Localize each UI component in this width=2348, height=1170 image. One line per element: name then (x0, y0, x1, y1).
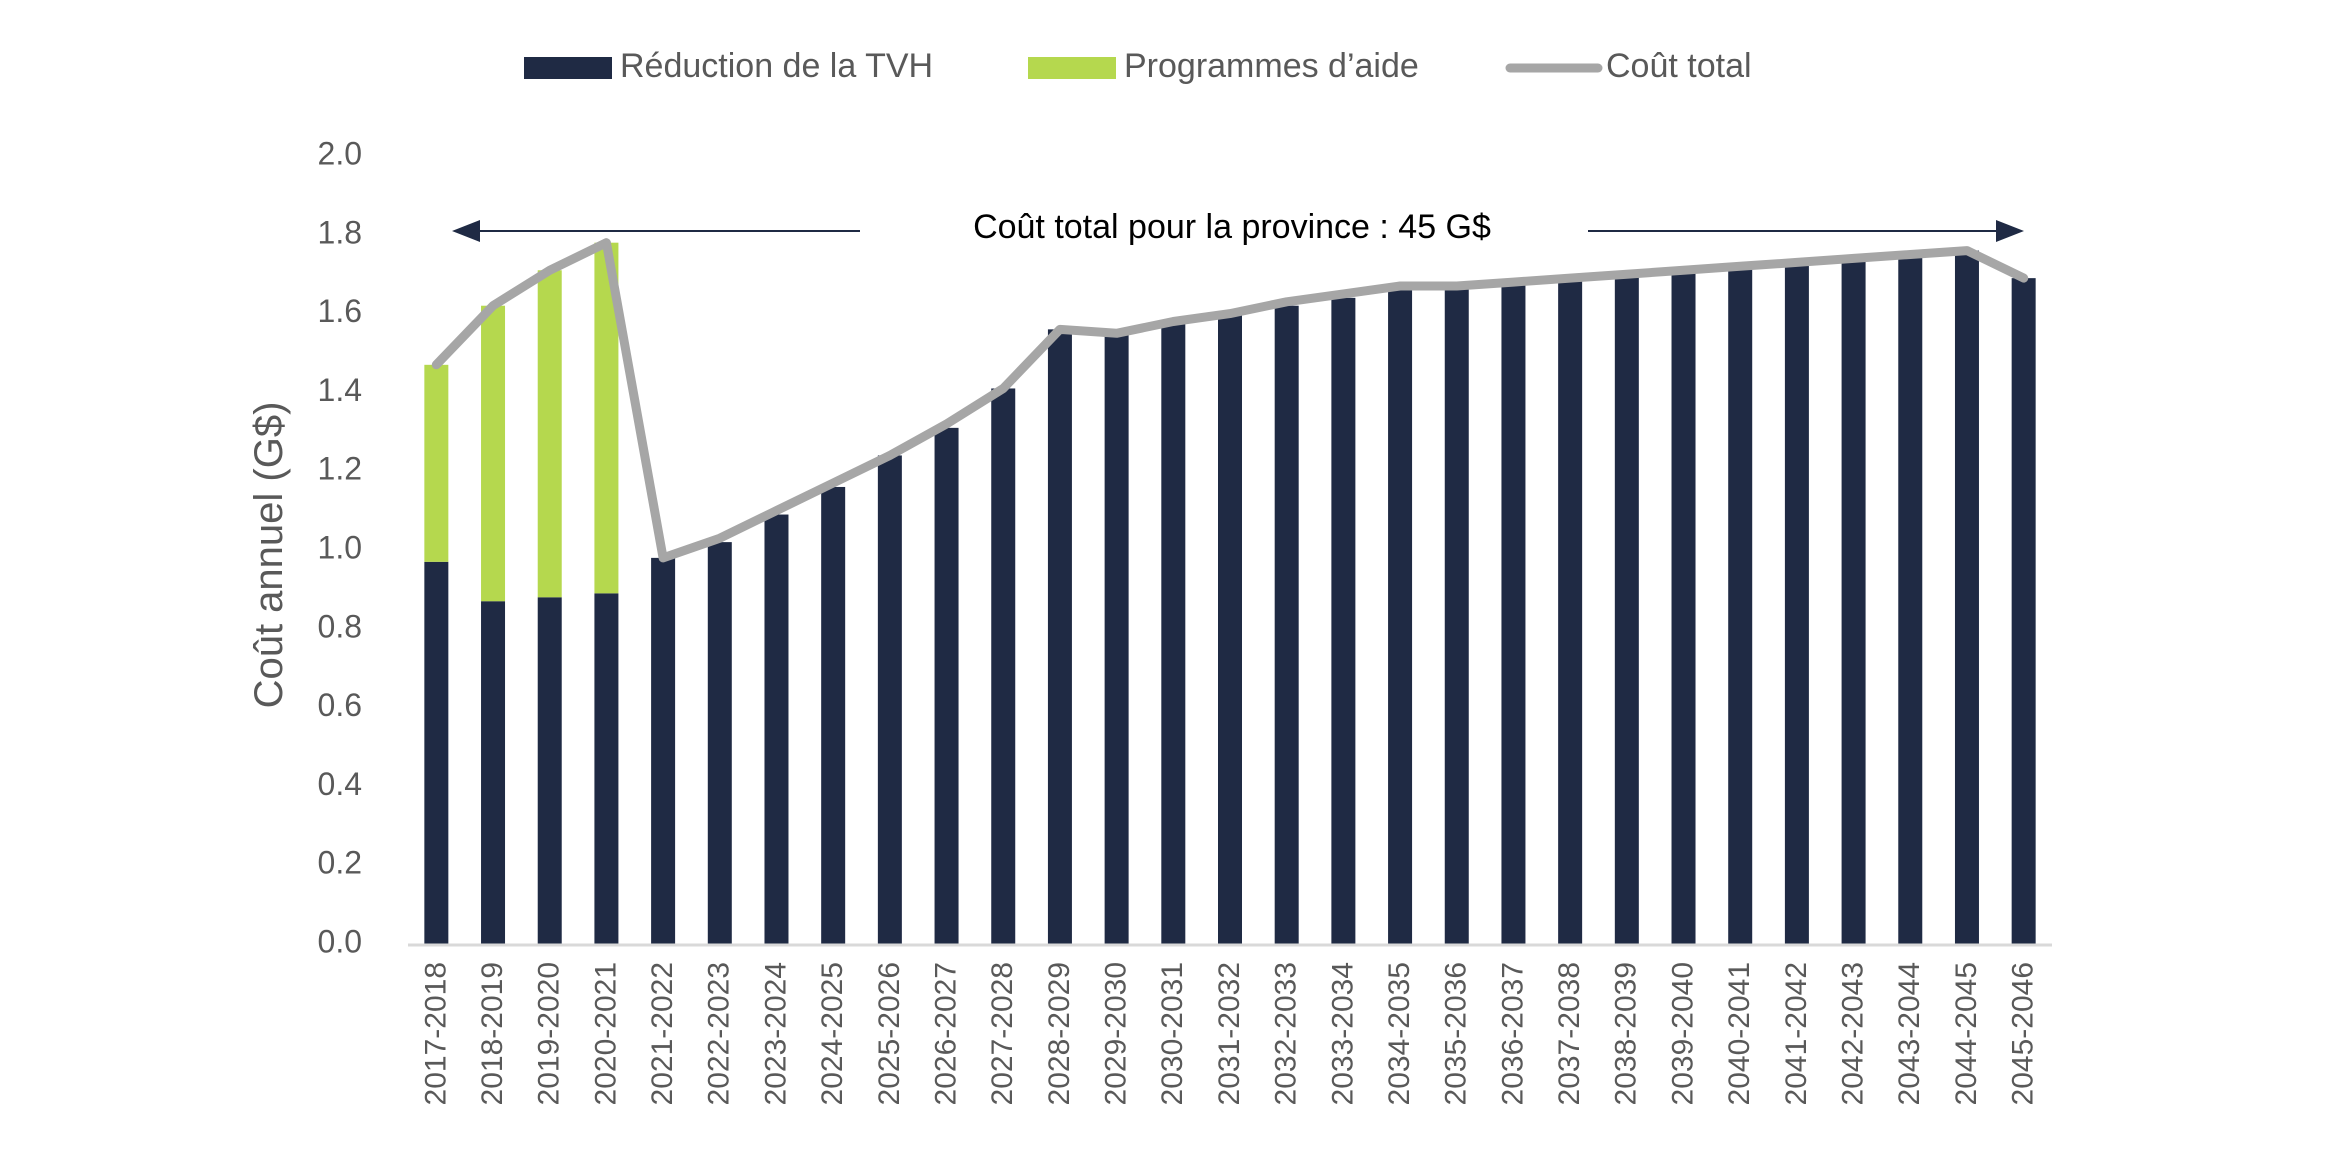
y-axis-ticks: 0.0 0.2 0.4 0.6 0.8 1.0 1.2 1.4 1.6 1.8 2.0 (318, 135, 362, 959)
bar-reduction-tvh (1728, 266, 1753, 944)
y-tick-label: 1.8 (318, 214, 362, 250)
legend-swatch (524, 57, 612, 79)
legend-label: Coût total (1606, 47, 1752, 85)
bar-programmes-aide (424, 364, 449, 562)
x-tick-label: 2033-2034 (1326, 962, 1359, 1105)
bar-reduction-tvh (651, 557, 676, 944)
x-tick-label: 2022-2023 (703, 962, 736, 1105)
y-tick-label: 0.0 (318, 923, 362, 959)
legend: Réduction de la TVH Programmes d’aide Coût… (524, 47, 1752, 85)
bar-reduction-tvh (1501, 282, 1526, 945)
bar-reduction-tvh (934, 427, 959, 944)
y-tick-label: 0.8 (318, 608, 362, 644)
bar-reduction-tvh (707, 542, 732, 944)
bar-reduction-tvh (1161, 321, 1186, 945)
x-tick-label: 2039-2040 (1666, 962, 1699, 1105)
bar-reduction-tvh (1898, 254, 1923, 944)
x-tick-label: 2043-2044 (1893, 962, 1926, 1105)
bar-reduction-tvh (1274, 305, 1299, 945)
x-tick-label: 2034-2035 (1383, 962, 1416, 1105)
x-tick-label: 2038-2039 (1610, 962, 1643, 1105)
x-axis: 2017-2018 2018-2019 2019-2020 2020-2021 2021… (408, 943, 2052, 1105)
annotation-text: Coût total pour la province : 45 G$ (973, 208, 1491, 246)
bar-reduction-tvh (1784, 262, 1809, 944)
x-tick-label: 2028-2029 (1043, 962, 1076, 1105)
y-tick-label: 0.6 (318, 687, 362, 723)
x-tick-label: 2029-2030 (1100, 962, 1133, 1105)
bar-reduction-tvh (1954, 250, 1979, 944)
bar-reduction-tvh (1047, 329, 1072, 944)
y-tick-label: 0.2 (318, 845, 362, 881)
x-tick-label: 2032-2033 (1270, 962, 1303, 1105)
bar-reduction-tvh (1671, 270, 1696, 944)
bar-reduction-tvh (1104, 333, 1129, 944)
bar-reduction-tvh (1614, 274, 1639, 944)
x-tick-label: 2044-2045 (1950, 962, 1983, 1105)
x-tick-label: 2035-2036 (1440, 962, 1473, 1105)
bar-programmes-aide (481, 305, 506, 602)
x-tick-label: 2017-2018 (419, 962, 452, 1105)
legend-swatch (1028, 57, 1116, 79)
arrow-left-head (452, 220, 480, 243)
x-tick-label: 2026-2027 (929, 962, 962, 1105)
x-tick-label: 2023-2024 (759, 962, 792, 1105)
y-tick-label: 1.4 (318, 372, 362, 408)
total-line (431, 238, 2029, 563)
x-tick-label: 2037-2038 (1553, 962, 1586, 1105)
bar-reduction-tvh (991, 388, 1016, 945)
x-tick-label: 2019-2020 (533, 962, 566, 1105)
bar-programmes-aide (537, 270, 562, 598)
bar-reduction-tvh (1444, 286, 1469, 944)
x-tick-label: 2027-2028 (986, 962, 1019, 1105)
bar-reduction-tvh (821, 486, 846, 944)
x-tick-label: 2018-2019 (476, 962, 509, 1105)
bar-reduction-tvh (594, 593, 619, 944)
bar-reduction-tvh (1388, 286, 1413, 944)
y-tick-label: 1.2 (318, 451, 362, 487)
bar-reduction-tvh (2011, 278, 2036, 944)
bar-reduction-tvh (424, 561, 449, 944)
bar-reduction-tvh (1331, 297, 1356, 945)
legend-label: Programmes d’aide (1124, 47, 1419, 85)
x-tick-label: 2042-2043 (1837, 962, 1870, 1105)
x-tick-label: 2040-2041 (1723, 962, 1756, 1105)
x-tick-label: 2024-2025 (816, 962, 849, 1105)
bar-reduction-tvh (1558, 278, 1583, 944)
bar-reduction-tvh (537, 597, 562, 944)
bar-reduction-tvh (764, 514, 789, 944)
bar-reduction-tvh (877, 455, 902, 944)
x-tick-label: 2041-2042 (1780, 962, 1813, 1105)
legend-label: Réduction de la TVH (620, 47, 933, 85)
y-tick-label: 0.4 (318, 766, 362, 802)
x-tick-label: 2030-2031 (1156, 962, 1189, 1105)
x-tick-label: 2031-2032 (1213, 962, 1246, 1105)
y-tick-label: 1.0 (318, 529, 362, 565)
x-tick-label: 2045-2046 (2007, 962, 2040, 1105)
bar-reduction-tvh (481, 601, 506, 944)
bar-reduction-tvh (1218, 313, 1242, 945)
bars (424, 242, 2036, 945)
arrow-right-head (1996, 220, 2024, 243)
y-tick-label: 2.0 (318, 135, 362, 171)
x-tick-label: 2025-2026 (873, 962, 906, 1105)
y-axis-title: Coût annuel (G$) (247, 402, 291, 709)
bar-reduction-tvh (1841, 258, 1866, 944)
x-tick-label: 2021-2022 (646, 962, 679, 1105)
x-tick-label: 2020-2021 (589, 962, 622, 1105)
x-tick-label: 2036-2037 (1496, 962, 1529, 1105)
total-cost-line (431, 238, 2029, 563)
y-tick-label: 1.6 (318, 293, 362, 329)
annotation: Coût total pour la province : 45 G$ (452, 208, 2024, 246)
